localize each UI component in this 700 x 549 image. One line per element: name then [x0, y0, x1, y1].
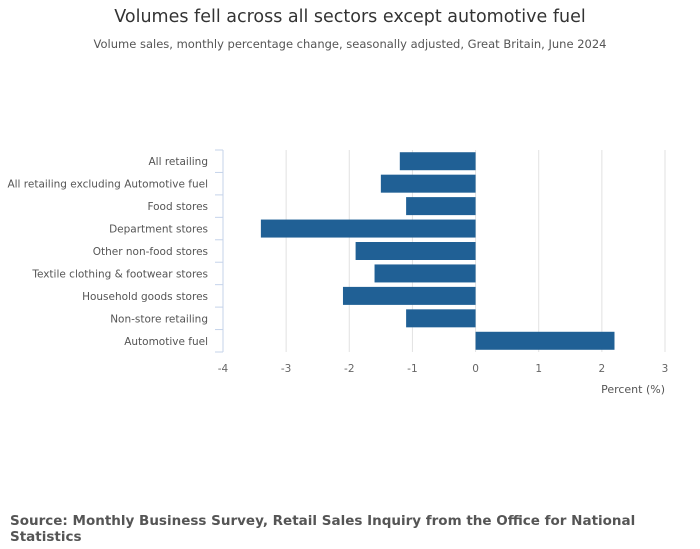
x-tick-label: 0	[472, 363, 479, 375]
bar-textile-clothing-footwear-stores	[374, 264, 476, 283]
bar-all-retailing	[399, 152, 476, 171]
y-tick-label: Other non-food stores	[93, 246, 208, 258]
x-tick-label: 1	[535, 363, 542, 375]
x-axis-title: Percent (%)	[601, 383, 665, 396]
x-tick-label: 2	[599, 363, 606, 375]
x-tick-label: -4	[218, 363, 229, 375]
bar-department-stores	[260, 219, 476, 238]
x-tick-label: -3	[281, 363, 291, 375]
bar-food-stores	[406, 197, 476, 216]
bar-automotive-fuel	[475, 331, 615, 350]
source-note: Source: Monthly Business Survey, Retail …	[10, 513, 636, 545]
y-tick-label: Automotive fuel	[124, 336, 208, 348]
y-tick-label: All retailing	[148, 156, 208, 168]
chart-title: Volumes fell across all sectors except a…	[114, 7, 586, 27]
x-tick-label: -2	[344, 363, 354, 375]
bar-non-store-retailing	[406, 309, 476, 328]
bar-household-goods-stores	[342, 286, 476, 305]
x-tick-label: -1	[407, 363, 417, 375]
bar-all-retailing-excluding-automotive-fuel	[380, 174, 476, 193]
y-tick-label: Food stores	[147, 201, 208, 213]
chart-subtitle: Volume sales, monthly percentage change,…	[93, 37, 607, 51]
y-tick-label: Department stores	[109, 224, 208, 236]
bar-other-non-food-stores	[355, 242, 476, 260]
y-tick-label: Textile clothing & footwear stores	[31, 268, 208, 280]
y-tick-label: Household goods stores	[82, 291, 208, 303]
x-tick-label: 3	[662, 363, 669, 375]
y-tick-label: All retailing excluding Automotive fuel	[7, 179, 208, 191]
y-tick-label: Non-store retailing	[110, 313, 208, 325]
